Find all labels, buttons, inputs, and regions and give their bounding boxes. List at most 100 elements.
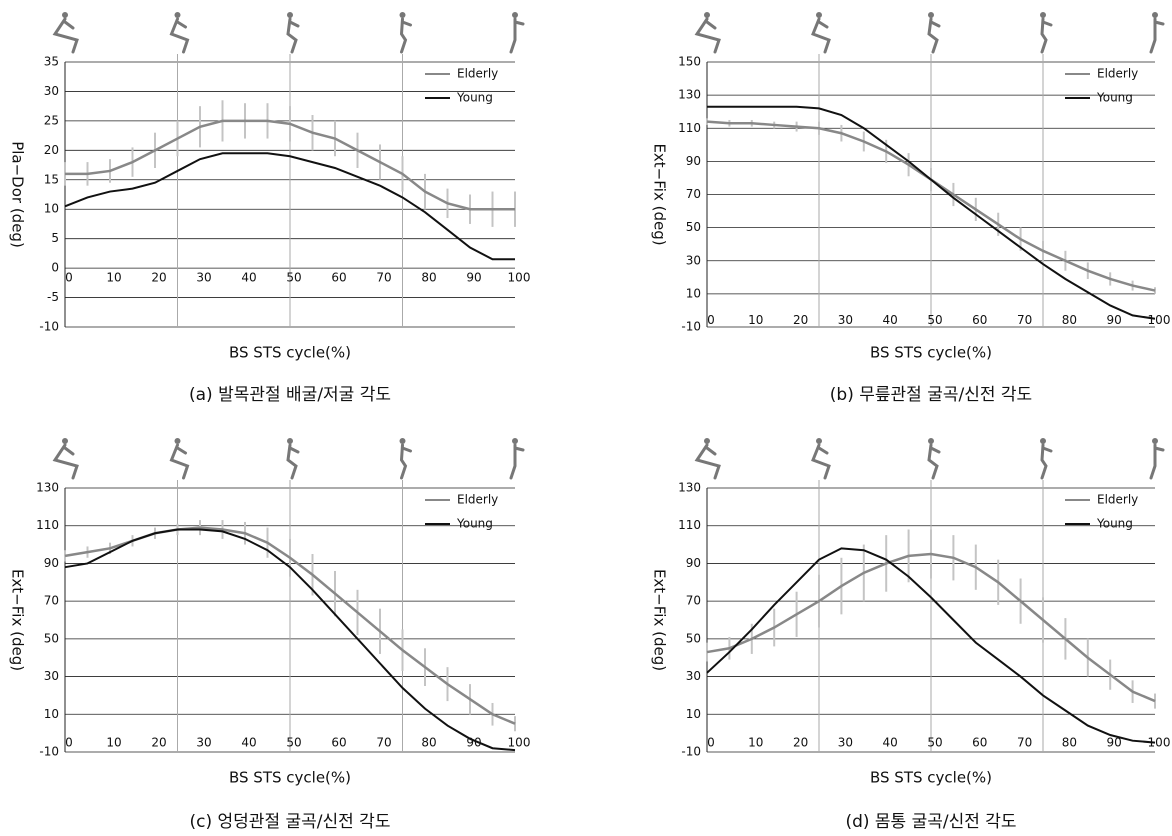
- pose-body: [286, 17, 298, 54]
- x-tick-label: 40: [241, 736, 256, 750]
- pose-body: [52, 443, 79, 480]
- pose-arm: [288, 20, 300, 28]
- legend-label: Young: [456, 517, 493, 531]
- y-tick-label: 70: [44, 594, 59, 608]
- pose-head: [399, 438, 406, 444]
- pose-arm: [401, 20, 412, 27]
- pose-head: [1152, 438, 1158, 444]
- y-tick-label: 90: [44, 556, 59, 570]
- y-tick-label: 30: [686, 669, 701, 683]
- x-axis-label: BS STS cycle(%): [229, 769, 351, 787]
- pose-arm: [929, 446, 941, 454]
- x-tick-label: 80: [1062, 736, 1077, 750]
- x-tick-label: 20: [151, 271, 166, 285]
- y-tick-label: -10: [39, 320, 59, 334]
- series-line: [64, 528, 516, 752]
- x-tick-label: 90: [1107, 736, 1122, 750]
- x-tick-label: 20: [793, 736, 808, 750]
- x-tick-label: 70: [1017, 313, 1032, 327]
- x-tick-label: 10: [748, 736, 763, 750]
- pose-head: [62, 12, 68, 18]
- x-tick-label: 20: [793, 313, 808, 327]
- pose-arm: [401, 446, 412, 453]
- x-tick-label: 40: [241, 271, 256, 285]
- pose-head: [1040, 438, 1046, 444]
- pose-body: [169, 443, 190, 480]
- pose-body: [927, 443, 939, 480]
- series-line: [706, 552, 1156, 703]
- x-tick-label: 80: [421, 736, 436, 750]
- pose-arm: [705, 446, 717, 456]
- x-tick-label: 0: [65, 271, 73, 285]
- x-tick-label: 100: [1148, 313, 1171, 327]
- y-tick-label: -10: [39, 745, 59, 759]
- legend-label: Elderly: [1097, 493, 1138, 507]
- pose-head: [174, 438, 181, 444]
- pose-head: [512, 438, 518, 444]
- pose-body: [52, 17, 79, 54]
- chart-title: (d) 몸통 굴곡/신전 각도: [845, 812, 1016, 832]
- legend-label: Young: [1096, 91, 1133, 105]
- y-tick-label: 90: [686, 556, 701, 570]
- x-tick-label: 30: [196, 736, 211, 750]
- y-axis-label: Ext−Fix (deg): [651, 569, 669, 671]
- y-tick-label: 30: [44, 84, 59, 98]
- y-tick-label: 130: [678, 88, 701, 102]
- y-tick-label: -5: [47, 290, 59, 304]
- pose-head: [1152, 12, 1158, 18]
- x-tick-label: 60: [972, 313, 987, 327]
- series-line: [707, 105, 1156, 320]
- legend-label: Elderly: [1097, 67, 1138, 81]
- x-tick-label: 0: [707, 736, 715, 750]
- y-tick-label: -10: [681, 745, 701, 759]
- pose-arm: [1153, 20, 1165, 26]
- y-tick-label: 15: [44, 172, 59, 186]
- x-tick-label: 60: [331, 736, 346, 750]
- pose-icon: [169, 12, 190, 54]
- x-tick-label: 10: [106, 736, 121, 750]
- pose-head: [512, 12, 518, 18]
- y-tick-label: 10: [686, 707, 701, 721]
- x-tick-label: 50: [927, 736, 942, 750]
- pose-head: [174, 12, 181, 18]
- pose-head: [399, 12, 406, 18]
- y-tick-label: 130: [36, 481, 59, 495]
- y-tick-label: 110: [678, 121, 701, 135]
- pose-arm: [705, 20, 717, 30]
- y-tick-label: 90: [686, 154, 701, 168]
- pose-icon: [927, 438, 941, 480]
- x-tick-label: 60: [972, 736, 987, 750]
- legend-label: Elderly: [457, 493, 498, 507]
- pose-icon: [509, 12, 525, 54]
- pose-body: [694, 443, 721, 480]
- pose-arm: [176, 446, 187, 455]
- pose-body: [1149, 443, 1157, 480]
- x-tick-label: 100: [1148, 736, 1171, 750]
- pose-icon: [1040, 438, 1053, 480]
- y-tick-label: 30: [44, 669, 59, 683]
- x-tick-label: 10: [748, 313, 763, 327]
- y-tick-label: 5: [51, 231, 59, 245]
- pose-arm: [817, 446, 829, 455]
- pose-icon: [169, 438, 190, 480]
- x-tick-label: 70: [1017, 736, 1032, 750]
- pose-body: [399, 443, 408, 480]
- x-tick-label: 50: [286, 271, 301, 285]
- x-tick-label: 60: [331, 271, 346, 285]
- x-tick-label: 20: [151, 736, 166, 750]
- x-tick-label: 30: [196, 271, 211, 285]
- pose-arm: [1041, 20, 1053, 27]
- y-tick-label: 50: [44, 631, 59, 645]
- pose-body: [169, 17, 190, 54]
- pose-body: [509, 17, 517, 54]
- y-axis-label: Ext−Fix (deg): [9, 569, 27, 671]
- y-tick-label: 50: [686, 631, 701, 645]
- legend-label: Young: [456, 91, 493, 105]
- x-axis-label: BS STS cycle(%): [229, 344, 351, 362]
- x-tick-label: 90: [1107, 313, 1122, 327]
- pose-head: [816, 12, 822, 18]
- pose-icon: [694, 438, 721, 480]
- pose-arm: [817, 20, 829, 29]
- pose-icon: [286, 12, 300, 54]
